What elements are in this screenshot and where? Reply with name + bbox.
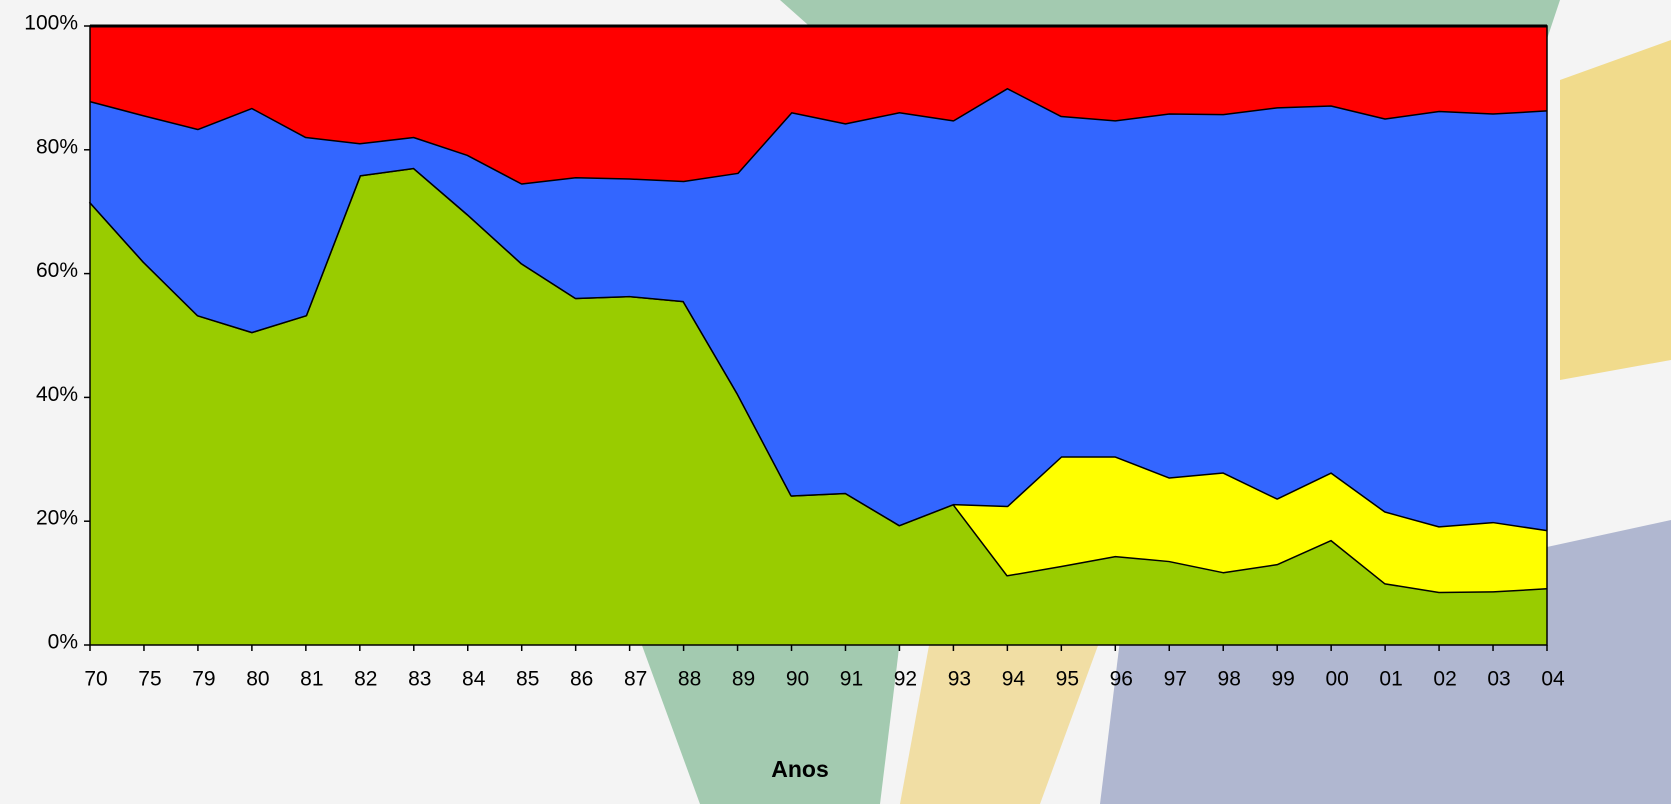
x-tick-label: 81 [300, 668, 323, 691]
y-tick-label: 60% [36, 259, 78, 282]
logo-shape [640, 640, 900, 804]
x-tick-label: 86 [570, 668, 593, 691]
area [90, 167, 1547, 645]
x-tick-label: 94 [1002, 668, 1026, 691]
x-tick-label: 01 [1379, 668, 1402, 691]
y-tick-label: 40% [36, 383, 78, 406]
logo-shape [1560, 40, 1671, 380]
x-tick-label: 79 [192, 668, 215, 691]
area [90, 87, 1547, 530]
x-tick-label: 03 [1487, 668, 1510, 691]
x-tick-label: 02 [1433, 668, 1456, 691]
x-axis-title: Anos [771, 756, 829, 782]
plot-frame [89, 25, 1548, 646]
x-tick-label: 88 [678, 668, 701, 691]
x-tick-label: 70 [84, 668, 107, 691]
x-tick-label: 89 [732, 668, 755, 691]
area [90, 26, 1547, 184]
x-tick-label: 75 [138, 668, 161, 691]
x-tick-label: 84 [462, 668, 486, 691]
x-tick-label: 97 [1164, 668, 1187, 691]
x-tick-label: 98 [1218, 668, 1241, 691]
y-tick-label: 80% [36, 135, 78, 158]
x-tick-label: 00 [1325, 668, 1348, 691]
x-tick-label: 04 [1541, 668, 1565, 691]
x-tick-label: 92 [894, 668, 917, 691]
x-tick-label: 91 [840, 668, 863, 691]
x-tick-label: 96 [1110, 668, 1133, 691]
logo-shape [900, 640, 1100, 804]
x-tick-label: 93 [948, 668, 971, 691]
y-tick-label: 100% [24, 12, 78, 35]
y-tick-label: 0% [48, 631, 78, 654]
x-tick-label: 90 [786, 668, 809, 691]
x-tick-label: 83 [408, 668, 431, 691]
x-tick-label: 85 [516, 668, 539, 691]
x-tick-label: 82 [354, 668, 377, 691]
x-tick-label: 95 [1056, 668, 1079, 691]
x-tick-label: 99 [1272, 668, 1295, 691]
y-tick-label: 20% [36, 507, 78, 530]
x-tick-label: 87 [624, 668, 647, 691]
area [90, 167, 1547, 592]
x-tick-label: 80 [246, 668, 269, 691]
